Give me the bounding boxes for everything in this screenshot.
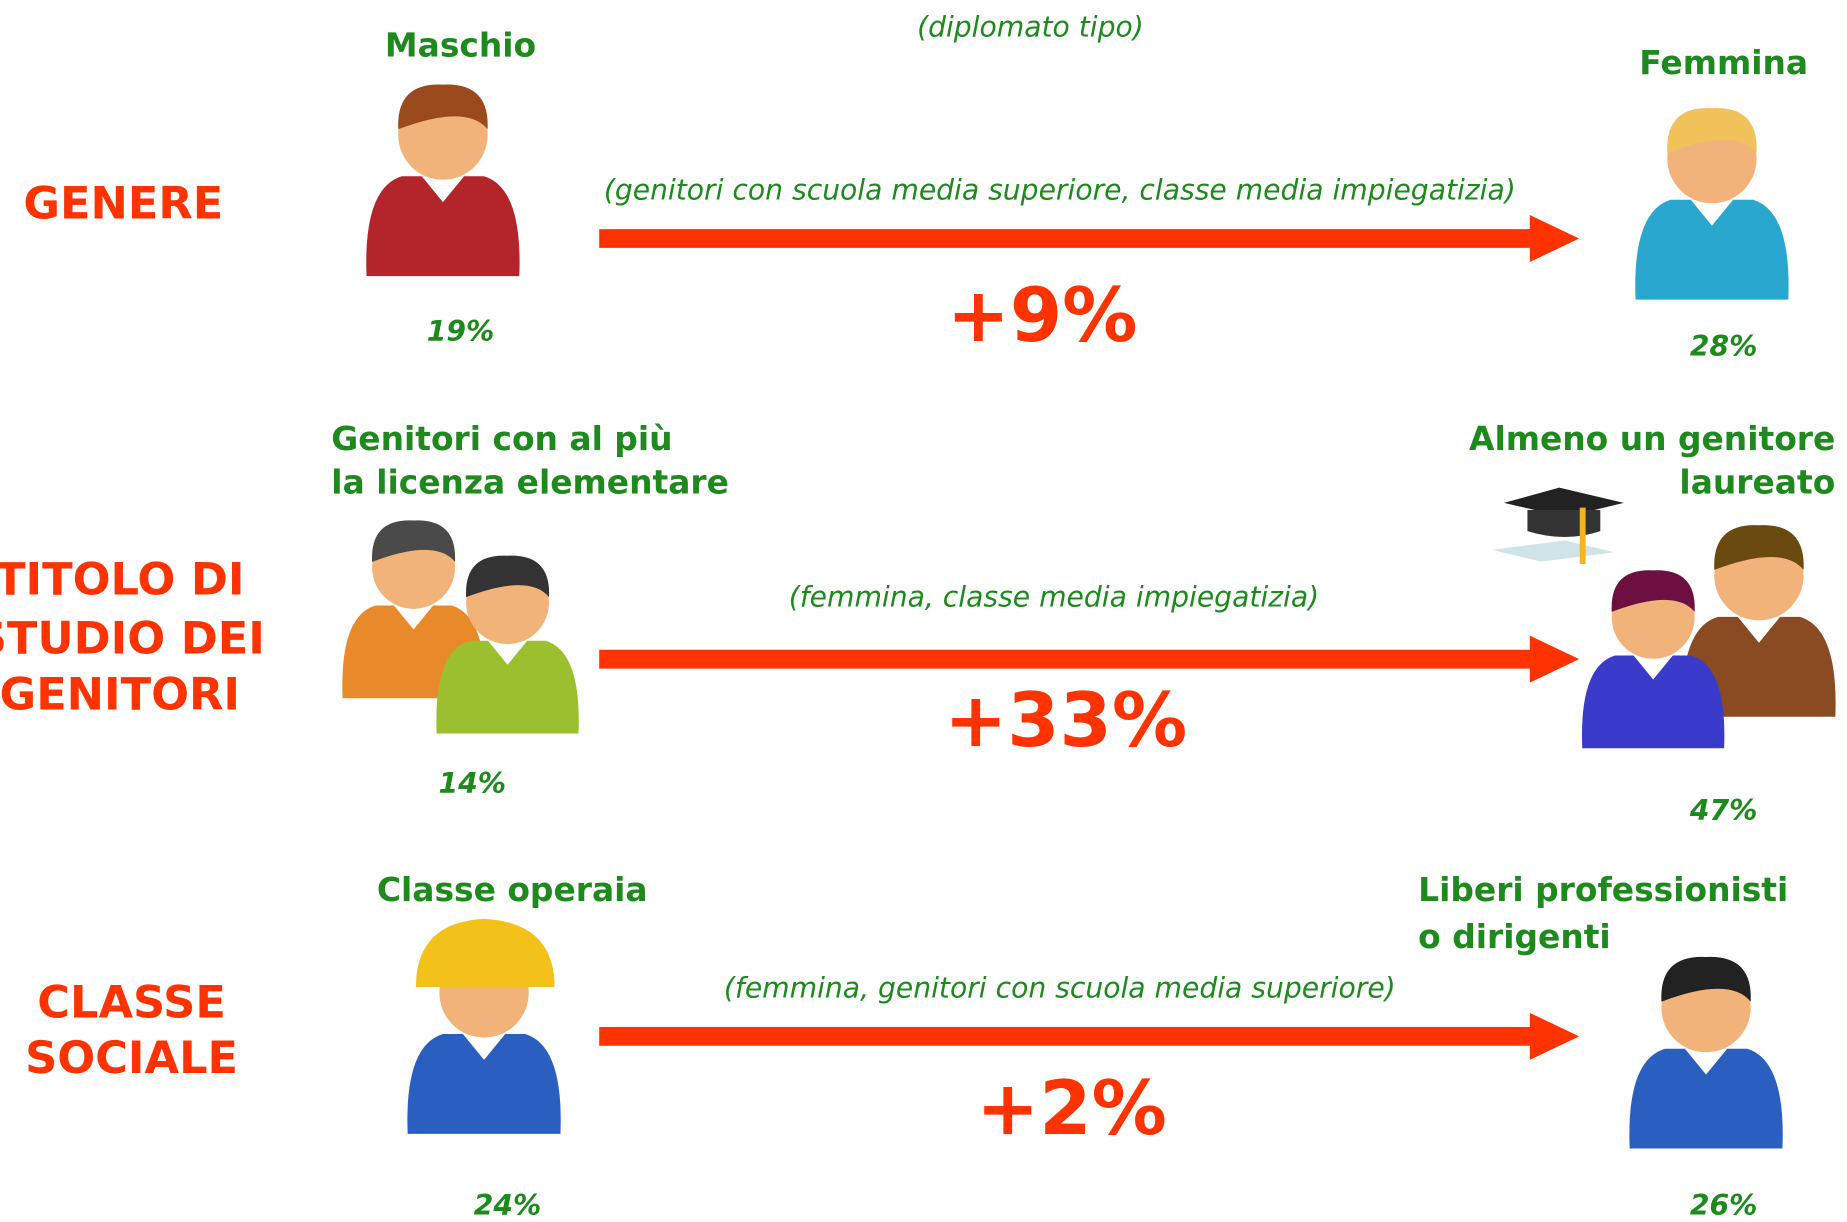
category-label: TITOLO DI bbox=[0, 554, 245, 606]
right-label: o dirigenti bbox=[1418, 917, 1611, 956]
right-label: Almeno un genitore bbox=[1469, 419, 1835, 458]
note: (genitori con scuola media superiore, cl… bbox=[604, 174, 1516, 207]
arrow-head bbox=[1530, 215, 1579, 262]
left-label: la licenza elementare bbox=[331, 462, 729, 501]
difference: +33% bbox=[944, 676, 1187, 764]
arrow-head bbox=[1530, 1013, 1579, 1060]
right-percent: 26% bbox=[1690, 1189, 1757, 1222]
professional-icon bbox=[1629, 957, 1782, 1149]
left-label: Maschio bbox=[385, 25, 536, 64]
subtitle: (diplomato tipo) bbox=[917, 10, 1144, 43]
male-icon bbox=[366, 84, 519, 276]
infographic: (diplomato tipo) GENERE Maschio 19% (gen… bbox=[0, 0, 1847, 1222]
category-label: GENERE bbox=[23, 178, 223, 230]
category-label: GENITORI bbox=[0, 669, 240, 721]
category-label: SOCIALE bbox=[25, 1032, 238, 1084]
hard-hat bbox=[416, 919, 555, 987]
page: {"subtitle": "(diplomato tipo)", "rows":… bbox=[0, 0, 1847, 1222]
right-percent: 28% bbox=[1690, 330, 1757, 363]
left-percent: 24% bbox=[474, 1189, 541, 1222]
right-label: Liberi professionisti bbox=[1418, 870, 1788, 909]
left-percent: 19% bbox=[427, 315, 494, 348]
category-label: STUDIO DEI bbox=[0, 612, 265, 664]
right-label: Femmina bbox=[1639, 43, 1808, 82]
left-label: Classe operaia bbox=[377, 870, 648, 909]
graduation-cap bbox=[1492, 488, 1624, 564]
note: (femmina, genitori con scuola media supe… bbox=[724, 972, 1396, 1005]
difference: +2% bbox=[976, 1064, 1167, 1152]
category-label: CLASSE bbox=[37, 977, 226, 1029]
right-percent: 47% bbox=[1689, 794, 1757, 827]
left-label: Genitori con al più bbox=[331, 419, 672, 458]
female-icon bbox=[1635, 108, 1788, 300]
note: (femmina, classe media impiegatizia) bbox=[789, 580, 1319, 613]
right-label: laureato bbox=[1679, 462, 1835, 501]
arrow-head bbox=[1530, 636, 1579, 683]
left-percent: 14% bbox=[439, 767, 506, 800]
difference: +9% bbox=[947, 271, 1138, 359]
